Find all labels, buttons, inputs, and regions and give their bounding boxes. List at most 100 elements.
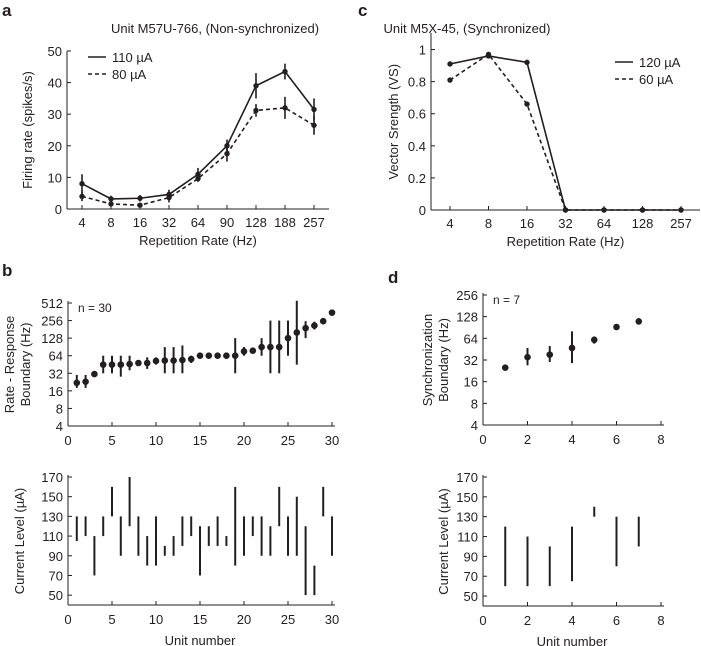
x-tick-label: 16 bbox=[520, 216, 534, 231]
data-point bbox=[231, 352, 239, 360]
y-tick-label: 50 bbox=[464, 589, 478, 604]
y-tick-label: 16 bbox=[49, 384, 63, 399]
y-tick-label: 0 bbox=[55, 202, 62, 217]
y-tick-label: 110 bbox=[42, 529, 63, 544]
x-tick-label: 5 bbox=[108, 433, 115, 448]
x-tick-label: 6 bbox=[613, 613, 620, 628]
data-point bbox=[590, 336, 598, 344]
data-point bbox=[253, 107, 259, 114]
y-tick-label: 90 bbox=[49, 549, 63, 564]
y-tick-label: 50 bbox=[48, 44, 62, 59]
data-point bbox=[205, 352, 213, 360]
legend-label: 120 µA bbox=[639, 55, 681, 70]
y-tick-label: 110 bbox=[457, 530, 478, 545]
y-tick-label: 150 bbox=[41, 490, 63, 505]
data-point bbox=[108, 201, 114, 207]
y-tick-label: 130 bbox=[41, 509, 63, 524]
data-point bbox=[137, 202, 143, 208]
y-axis-label: Vector Srength (VS) bbox=[386, 64, 401, 180]
data-point bbox=[284, 334, 292, 342]
data-point bbox=[79, 193, 85, 200]
data-point bbox=[166, 194, 172, 201]
data-point bbox=[524, 59, 530, 66]
data-point bbox=[143, 359, 151, 367]
y-tick-label: 40 bbox=[48, 76, 62, 91]
x-tick-label: 30 bbox=[325, 612, 339, 627]
data-point bbox=[546, 351, 554, 358]
y-tick-label: 150 bbox=[456, 490, 478, 505]
x-tick-label: 25 bbox=[281, 433, 295, 448]
y-tick-label: 70 bbox=[464, 569, 478, 584]
x-tick-label: 4 bbox=[568, 432, 575, 447]
series-line-2 bbox=[81, 107, 315, 207]
x-tick-label: 32 bbox=[558, 216, 572, 231]
x-tick-label: 128 bbox=[632, 216, 654, 231]
x-axis-label: Repetition Rate (Hz) bbox=[507, 234, 625, 249]
data-point bbox=[108, 196, 114, 202]
data-point bbox=[258, 343, 265, 351]
data-point bbox=[311, 122, 317, 128]
y-tick-label: 0.6 bbox=[408, 107, 426, 122]
data-point bbox=[223, 352, 230, 360]
y-tick-label: 8 bbox=[56, 401, 63, 416]
y-tick-label: 8 bbox=[471, 396, 478, 411]
y-tick-label: 32 bbox=[464, 353, 478, 368]
x-tick-label: 4 bbox=[78, 215, 85, 230]
data-point bbox=[73, 379, 81, 387]
data-point bbox=[99, 361, 107, 368]
x-axis-label: Unit number bbox=[165, 633, 236, 646]
x-tick-label: 5 bbox=[108, 612, 115, 627]
y-axis-label: Boundary (Hz) bbox=[436, 318, 451, 402]
x-tick-label: 64 bbox=[597, 216, 611, 231]
data-point bbox=[126, 360, 133, 368]
panel-letter-a: a bbox=[2, 1, 12, 20]
x-tick-label: 2 bbox=[524, 432, 531, 447]
panel-letter-d: d bbox=[388, 268, 398, 287]
x-tick-label: 188 bbox=[274, 215, 296, 230]
data-point bbox=[282, 68, 288, 75]
x-tick-label: 4 bbox=[568, 613, 575, 628]
data-point bbox=[311, 106, 317, 113]
data-point bbox=[635, 318, 643, 325]
data-point bbox=[179, 356, 186, 364]
data-point bbox=[282, 105, 288, 111]
data-point bbox=[240, 348, 248, 355]
data-point bbox=[524, 353, 531, 361]
y-tick-label: 64 bbox=[464, 331, 478, 346]
panel-letter-c: c bbox=[358, 1, 367, 20]
data-point bbox=[196, 352, 204, 360]
legend-label: 80 µA bbox=[112, 67, 147, 82]
x-tick-label: 0 bbox=[64, 433, 71, 448]
x-tick-label: 20 bbox=[237, 612, 251, 627]
x-tick-label: 8 bbox=[107, 215, 114, 230]
y-tick-label: 32 bbox=[49, 366, 63, 381]
data-point bbox=[328, 309, 336, 316]
panel-letter-b: b bbox=[2, 261, 12, 280]
y-tick-label: 512 bbox=[41, 296, 63, 311]
data-point bbox=[447, 77, 453, 83]
data-point bbox=[161, 357, 169, 364]
data-point bbox=[137, 195, 143, 201]
data-point bbox=[214, 352, 221, 360]
x-tick-label: 10 bbox=[149, 433, 163, 448]
data-point bbox=[82, 378, 89, 385]
x-tick-label: 8 bbox=[485, 216, 492, 231]
y-tick-label: 4 bbox=[56, 419, 63, 434]
data-point bbox=[253, 83, 259, 89]
y-tick-label: 0.2 bbox=[408, 171, 426, 186]
data-point bbox=[568, 344, 576, 352]
x-tick-label: 15 bbox=[193, 433, 207, 448]
x-tick-label: 0 bbox=[479, 613, 486, 628]
y-tick-label: 50 bbox=[49, 588, 63, 603]
data-point bbox=[170, 357, 177, 364]
legend-label: 110 µA bbox=[112, 50, 153, 65]
data-point bbox=[117, 361, 125, 368]
y-tick-label: 128 bbox=[41, 331, 63, 346]
data-point bbox=[447, 61, 453, 67]
data-point bbox=[302, 324, 309, 332]
y-tick-label: 0.4 bbox=[408, 139, 426, 154]
y-axis-label: Firing rate (spikes/s) bbox=[20, 71, 35, 189]
data-point bbox=[562, 207, 569, 213]
y-tick-label: 16 bbox=[464, 375, 478, 390]
